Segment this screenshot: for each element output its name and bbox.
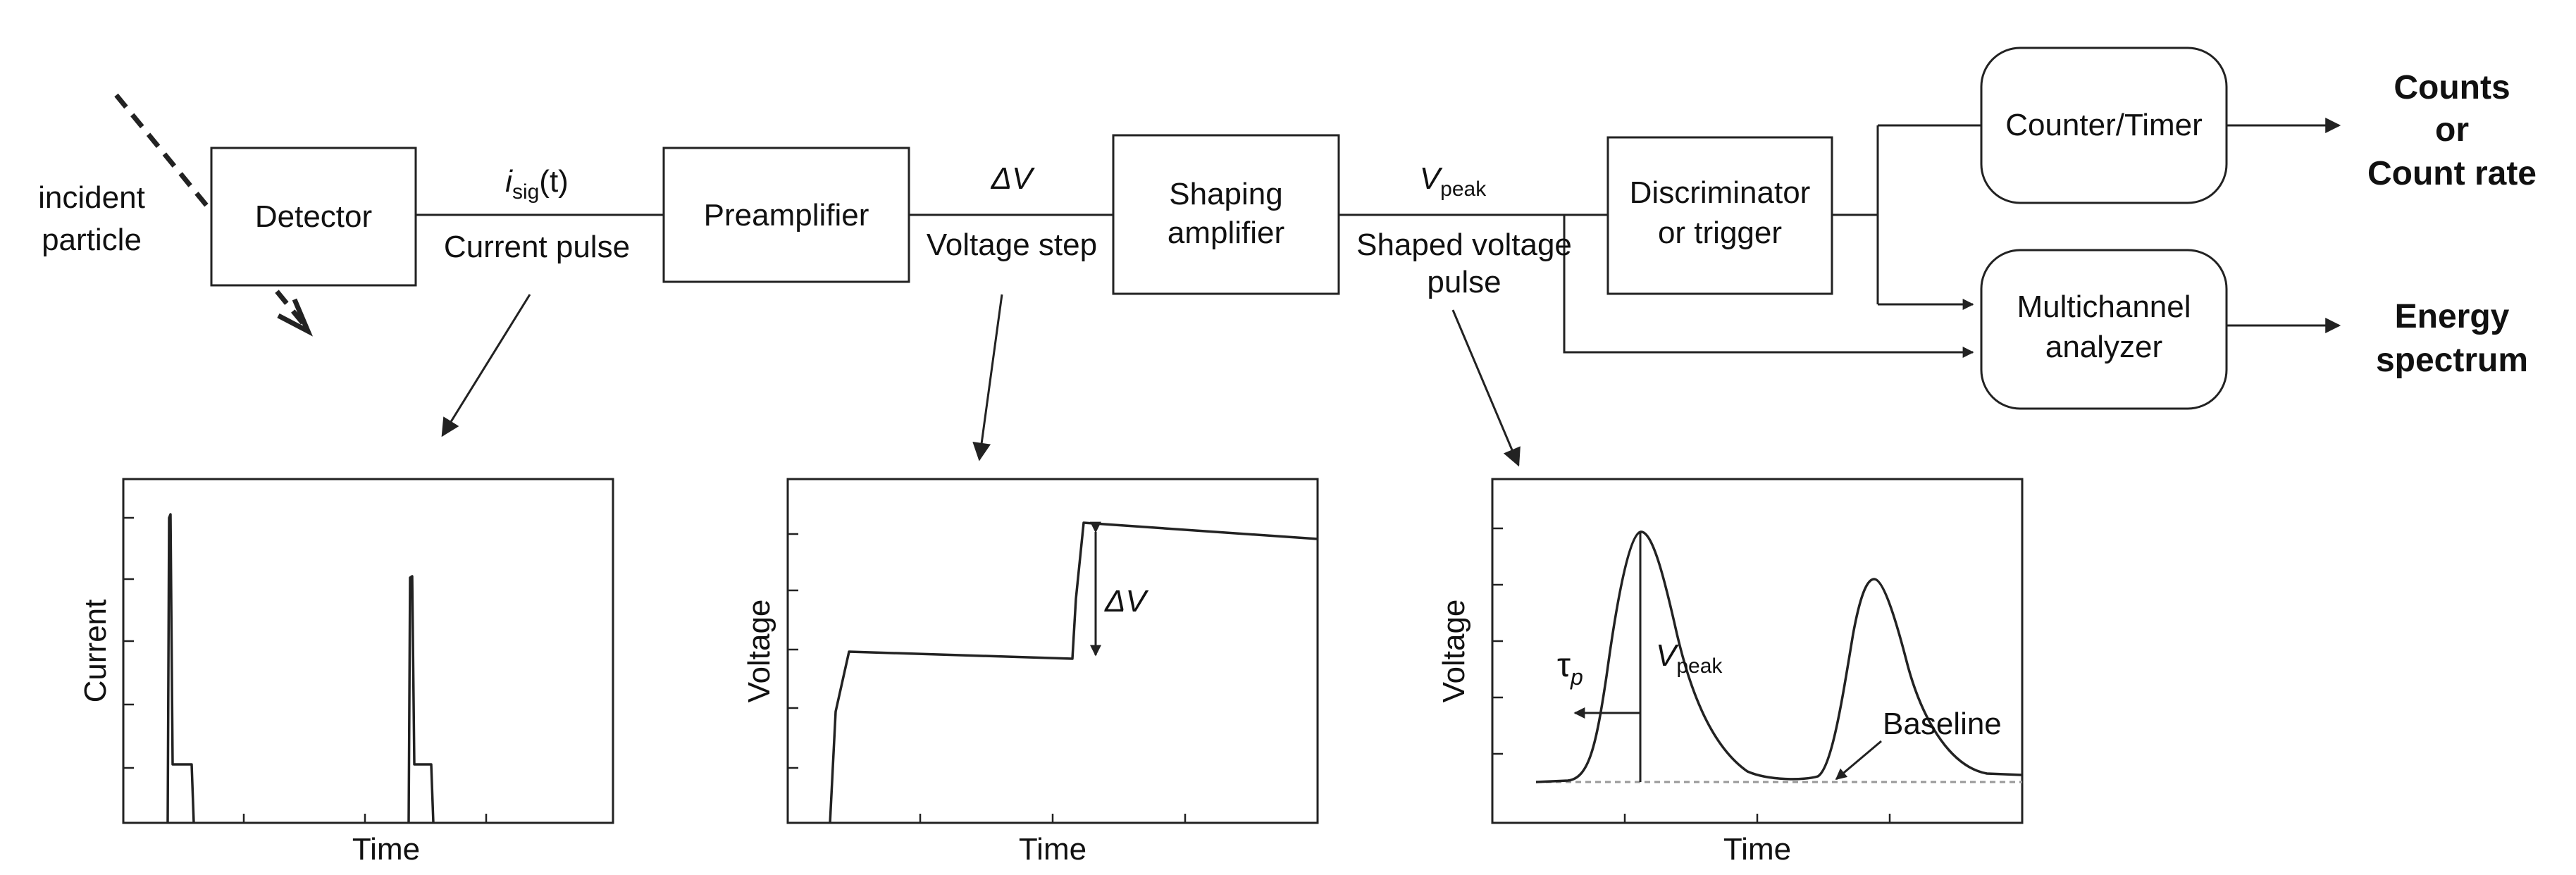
mca-label-line1: Multichannel — [2017, 290, 2191, 324]
counter-timer-block: Counter/Timer — [1980, 46, 2228, 204]
counter-label: Counter/Timer — [2005, 108, 2203, 142]
mca-label-line2: analyzer — [2045, 330, 2162, 364]
shaped-plot-frame — [1491, 478, 2024, 824]
voltage-step-pointer-arrow — [972, 294, 1003, 461]
discriminator-block: Discriminator or trigger — [1606, 136, 1833, 295]
voltage-plot-delta-v-annotation: ΔV — [1104, 584, 1149, 619]
wire-shaper-mca — [1563, 215, 1974, 358]
detector-block: Detector — [210, 147, 417, 287]
voltage-plot-frame — [786, 478, 1319, 824]
isig-label: isig(t) — [505, 164, 569, 204]
baseline-pointer-arrow — [1835, 740, 1882, 781]
voltage-plot: ΔV Voltage Time — [742, 478, 1319, 867]
discriminator-label-line1: Discriminator — [1630, 175, 1811, 210]
current-plot-xlabel: Time — [352, 832, 420, 867]
energy-output-line1: Energy — [2395, 298, 2510, 335]
shaped-pulse-label-line1: Shaped voltage — [1356, 228, 1572, 262]
current-plot-ylabel: Current — [78, 600, 113, 703]
energy-output-line2: spectrum — [2376, 342, 2528, 379]
preamplifier-block: Preamplifier — [662, 147, 910, 283]
voltage-plot-xlabel: Time — [1019, 832, 1086, 867]
shaping-label-line1: Shaping — [1169, 177, 1282, 211]
voltage-step-label: Voltage step — [927, 228, 1097, 262]
shaped-pulse-trace — [1535, 530, 2023, 783]
current-pulse-pointer-arrow — [441, 294, 531, 438]
vpeak-label: Vpeak — [1420, 161, 1487, 201]
detector-label: Detector — [255, 199, 372, 234]
discriminator-label-line2: or trigger — [1658, 216, 1782, 250]
preamplifier-label: Preamplifier — [704, 198, 869, 232]
counts-output-line2: or — [2435, 111, 2469, 149]
shaping-label-line2: amplifier — [1168, 216, 1284, 250]
incident-label-line1: incident — [38, 180, 145, 215]
shaping-amplifier-block: Shaping amplifier — [1112, 134, 1340, 295]
shaped-pulse-pointer-arrow — [1451, 309, 1521, 467]
current-plot: Current Time — [78, 478, 614, 867]
shaped-pulse-label-line2: pulse — [1427, 265, 1501, 299]
current-pulse-trace-1 — [166, 513, 195, 824]
counts-output-line1: Counts — [2394, 69, 2510, 106]
counts-output-line3: Count rate — [2367, 155, 2537, 192]
incident-label-line2: particle — [42, 223, 142, 257]
voltage-plot-ylabel: Voltage — [742, 600, 776, 703]
multichannel-analyzer-block: Multichannel analyzer — [1980, 249, 2228, 410]
current-pulse-trace-2 — [407, 575, 435, 824]
tau-p-label: τp — [1557, 647, 1583, 690]
shaped-plot-ylabel: Voltage — [1437, 600, 1471, 703]
current-plot-frame — [122, 478, 614, 824]
plot-vpeak-label: Vpeak — [1656, 638, 1723, 678]
delta-v-label: ΔV — [991, 161, 1036, 196]
incident-particle-arrowhead — [277, 298, 314, 337]
baseline-label: Baseline — [1883, 707, 2002, 741]
voltage-step-trace — [829, 521, 1318, 824]
shaped-plot-xlabel: Time — [1723, 832, 1791, 867]
shaped-voltage-plot: τp Vpeak Baseline Voltage Time — [1437, 478, 2024, 867]
current-pulse-label: Current pulse — [444, 230, 630, 264]
